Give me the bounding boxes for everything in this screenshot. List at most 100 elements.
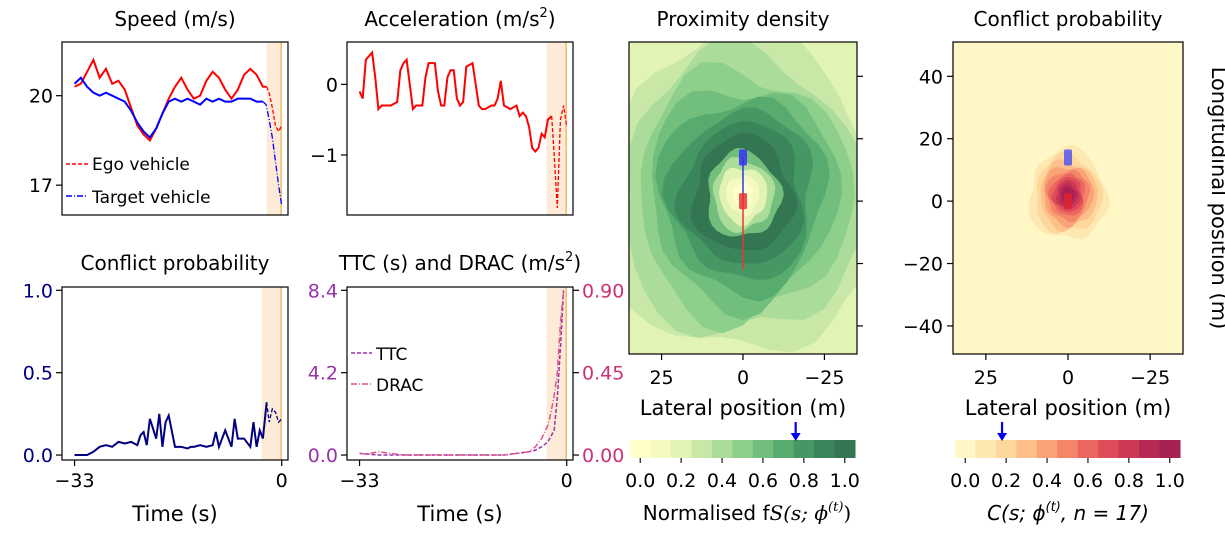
legend-label-ttc: TTC bbox=[375, 345, 407, 365]
y-tick-label: 0 bbox=[931, 191, 943, 213]
y-tick-label: 8.4 bbox=[308, 280, 338, 302]
colorbar-tick-label: 0.2 bbox=[991, 470, 1021, 492]
ego-vehicle-marker bbox=[1064, 193, 1072, 210]
conflict-time-chart: Conflict probability 1.0 0.5 0.0 −33 0 Time… bbox=[23, 251, 289, 526]
colorbar-tick-label: 1.0 bbox=[830, 470, 860, 492]
x-tick-label: −25 bbox=[1130, 367, 1170, 389]
speed-highlight-band bbox=[266, 42, 280, 215]
colorbar-tick-label: 0.8 bbox=[1114, 470, 1144, 492]
colorbar-segment bbox=[834, 440, 856, 458]
colorbar-segment bbox=[630, 440, 651, 458]
conflict-time-xlabel: Time (s) bbox=[131, 502, 217, 526]
acceleration-plot-frame bbox=[346, 41, 574, 216]
y-right-tick-label: 0.45 bbox=[582, 363, 624, 385]
colorbar-segment bbox=[1118, 440, 1140, 458]
conflict-time-highlight-band bbox=[261, 287, 280, 460]
colorbar-tick-label: 0.6 bbox=[1073, 470, 1103, 492]
proximity-density-xlabel: Lateral position (m) bbox=[640, 396, 846, 420]
colorbar-segment bbox=[752, 440, 774, 458]
colorbar-segment bbox=[773, 440, 795, 458]
conflict-probability-map-xlabel: Lateral position (m) bbox=[965, 396, 1171, 420]
x-tick-label: 0 bbox=[276, 470, 288, 492]
conflict-time-chart-title: Conflict probability bbox=[81, 251, 270, 275]
colorbar-tick-label: 0.0 bbox=[950, 470, 980, 492]
speed-legend: Ego vehicle Target vehicle bbox=[66, 155, 211, 208]
longitudinal-position-ylabel: Longitudinal position (m) bbox=[1207, 67, 1225, 330]
y-tick-label: 20 bbox=[29, 86, 53, 108]
ttc-line bbox=[359, 290, 565, 456]
ego-vehicle-line-observed bbox=[74, 57, 267, 143]
x-tick-label: −25 bbox=[804, 367, 844, 389]
colorbar-segment bbox=[732, 440, 754, 458]
colorbar-marker-arrow-icon bbox=[790, 433, 801, 441]
y-tick-label: −40 bbox=[903, 316, 943, 338]
speed-chart: Speed (m/s) 20 17 Ego vehicle Target vehi… bbox=[29, 7, 289, 216]
colorbar-segment bbox=[1016, 440, 1038, 458]
x-tick-label: 0 bbox=[1062, 367, 1074, 389]
series-line-projected bbox=[266, 402, 283, 424]
conflict-probability-map: Conflict probability 25 0 −25 40200−20−40 … bbox=[857, 7, 1225, 525]
target-vehicle-line-observed bbox=[73, 76, 263, 139]
y-tick-label: 0 bbox=[326, 74, 338, 96]
colorbar-segment bbox=[670, 440, 692, 458]
series-line-observed bbox=[74, 402, 268, 457]
colorbar-tick-label: 0.4 bbox=[707, 470, 737, 492]
colorbar-segment bbox=[1098, 440, 1120, 458]
colorbar-marker-arrow-icon bbox=[997, 433, 1008, 441]
x-tick-label: 25 bbox=[974, 367, 998, 389]
ego-vehicle-line-projected bbox=[266, 86, 283, 133]
acceleration-chart-title: Acceleration (m/s2) bbox=[364, 6, 555, 31]
speed-chart-title: Speed (m/s) bbox=[114, 7, 235, 31]
colorbar-tick-label: 1.0 bbox=[1155, 470, 1185, 492]
conflict-probability-map-title: Conflict probability bbox=[974, 7, 1163, 31]
y-tick-label: 20 bbox=[919, 129, 943, 151]
x-tick-label: −33 bbox=[340, 470, 380, 492]
x-tick-label: −33 bbox=[55, 470, 95, 492]
ttc-drac-chart-title: TTC (s) and DRAC (m/s2) bbox=[338, 250, 581, 275]
ego-vehicle-marker bbox=[739, 193, 747, 210]
acceleration-highlight-band bbox=[546, 42, 565, 215]
colorbar-tick-label: 0.4 bbox=[1032, 470, 1062, 492]
y-tick-label: −20 bbox=[903, 254, 943, 276]
series-line-observed bbox=[358, 50, 553, 153]
y-tick-label: 0.5 bbox=[23, 363, 53, 385]
y-tick-label: 1.0 bbox=[23, 280, 53, 302]
colorbar-tick-label: 0.6 bbox=[748, 470, 778, 492]
ttc-drac-plot-frame bbox=[346, 286, 574, 461]
colorbar-segment bbox=[975, 440, 997, 458]
legend-label-target: Target vehicle bbox=[91, 188, 211, 208]
colorbar-segment bbox=[793, 440, 815, 458]
legend-label-ego: Ego vehicle bbox=[92, 155, 190, 175]
colorbar-segment bbox=[1077, 440, 1099, 458]
colorbar-segment bbox=[955, 440, 976, 458]
y-tick-label: 17 bbox=[29, 175, 53, 197]
colorbar-segment bbox=[691, 440, 713, 458]
ttc-drac-legend: TTC DRAC bbox=[351, 345, 423, 396]
proximity-density-title: Proximity density bbox=[657, 7, 830, 31]
ttc-drac-chart: TTC (s) and DRAC (m/s2) 8.4 0.90 4.2 0.45 0.… bbox=[308, 250, 625, 526]
colorbar-segment bbox=[814, 440, 836, 458]
colorbar-segment bbox=[1139, 440, 1161, 458]
conflict-time-plot-frame bbox=[61, 286, 289, 461]
target-vehicle-line-projected bbox=[262, 101, 283, 207]
drac-line bbox=[359, 290, 565, 456]
proximity-density-map: Proximity density 25 0 −25 Lateral positio… bbox=[625, 7, 860, 525]
colorbar-segment bbox=[711, 440, 733, 458]
y-tick-label: 40 bbox=[919, 66, 943, 88]
ttc-drac-xlabel: Time (s) bbox=[416, 502, 502, 526]
y-right-tick-label: 0.00 bbox=[582, 445, 624, 467]
series-line-projected bbox=[551, 105, 568, 208]
x-tick-label: 25 bbox=[649, 367, 673, 389]
colorbar-segment bbox=[995, 440, 1017, 458]
acceleration-chart: Acceleration (m/s2) 0 −1 bbox=[310, 6, 574, 216]
legend-label-drac: DRAC bbox=[376, 376, 423, 396]
y-right-tick-label: 0.90 bbox=[582, 280, 624, 302]
speed-plot-frame bbox=[61, 41, 289, 216]
proximity-colorbar-label: Normalised fS(s; ϕ(t)) bbox=[643, 500, 851, 525]
x-tick-label: 0 bbox=[561, 470, 573, 492]
y-tick-label: −1 bbox=[310, 145, 338, 167]
conflict-colorbar-label: C(s; ϕ(t), n = 17) bbox=[987, 500, 1149, 525]
target-vehicle-marker bbox=[739, 149, 747, 166]
colorbar-segment bbox=[1057, 440, 1079, 458]
